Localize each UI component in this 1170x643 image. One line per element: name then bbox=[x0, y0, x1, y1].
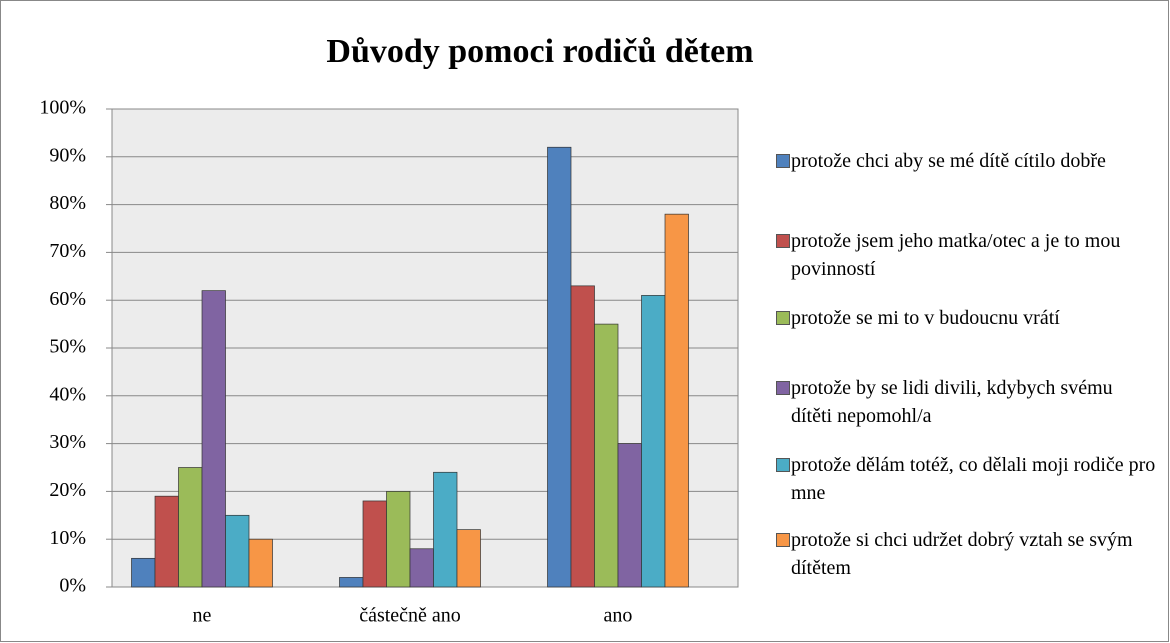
bar bbox=[225, 514, 250, 588]
legend-swatch bbox=[776, 533, 790, 547]
bar bbox=[456, 529, 481, 588]
y-tick-label: 60% bbox=[49, 288, 86, 310]
bar bbox=[201, 290, 226, 588]
y-tick-label: 100% bbox=[39, 97, 86, 119]
bar bbox=[570, 285, 595, 588]
bar bbox=[248, 538, 273, 588]
bar bbox=[641, 295, 666, 588]
bar bbox=[617, 443, 642, 588]
bar bbox=[178, 467, 203, 588]
y-tick-label: 10% bbox=[49, 527, 86, 549]
bar bbox=[362, 500, 387, 588]
y-tick-label: 0% bbox=[59, 575, 86, 597]
bar bbox=[386, 491, 411, 588]
y-tick-label: 50% bbox=[49, 336, 86, 358]
legend-swatch bbox=[776, 154, 790, 168]
legend-label: protože se mi to v budoucnu vrátí bbox=[791, 307, 1060, 329]
legend-label: protože si chci udržet dobrý vztah se sv… bbox=[791, 529, 1133, 579]
bar bbox=[339, 577, 364, 588]
legend-entry: protože se mi to v budoucnu vrátí bbox=[776, 304, 1156, 332]
bar bbox=[409, 548, 434, 588]
x-tick-label: částečně ano bbox=[359, 605, 461, 627]
bar bbox=[547, 146, 572, 588]
bar bbox=[154, 495, 179, 588]
legend-label: protože chci aby se mé dítě cítilo dobře bbox=[791, 150, 1106, 172]
bar bbox=[433, 471, 458, 588]
legend-entry: protože by se lidi divili, kdybych svému… bbox=[776, 374, 1156, 430]
legend-label: protože by se lidi divili, kdybych svému… bbox=[791, 377, 1113, 427]
legend-entry: protože dělám totéž, co dělali moji rodi… bbox=[776, 451, 1156, 507]
y-tick-label: 90% bbox=[49, 144, 86, 166]
legend-entry: protože chci aby se mé dítě cítilo dobře bbox=[776, 147, 1156, 175]
x-tick-label: ne bbox=[193, 605, 212, 627]
legend-swatch bbox=[776, 381, 790, 395]
legend-entry: protože jsem jeho matka/otec a je to mou… bbox=[776, 227, 1156, 283]
y-tick-label: 20% bbox=[49, 479, 86, 501]
y-tick-label: 30% bbox=[49, 431, 86, 453]
legend-entry: protože si chci udržet dobrý vztah se sv… bbox=[776, 526, 1156, 582]
chart-title: Důvody pomoci rodičů dětem bbox=[326, 33, 753, 70]
bar bbox=[131, 557, 156, 588]
y-tick-label: 40% bbox=[49, 383, 86, 405]
y-tick-label: 70% bbox=[49, 240, 86, 262]
legend-swatch bbox=[776, 458, 790, 472]
y-tick-label: 80% bbox=[49, 192, 86, 214]
legend-label: protože jsem jeho matka/otec a je to mou… bbox=[791, 230, 1121, 280]
bar bbox=[594, 323, 619, 588]
legend-swatch bbox=[776, 311, 790, 325]
x-tick-label: ano bbox=[604, 605, 633, 627]
legend-label: protože dělám totéž, co dělali moji rodi… bbox=[791, 454, 1156, 504]
bar bbox=[664, 213, 689, 588]
legend-swatch bbox=[776, 234, 790, 248]
